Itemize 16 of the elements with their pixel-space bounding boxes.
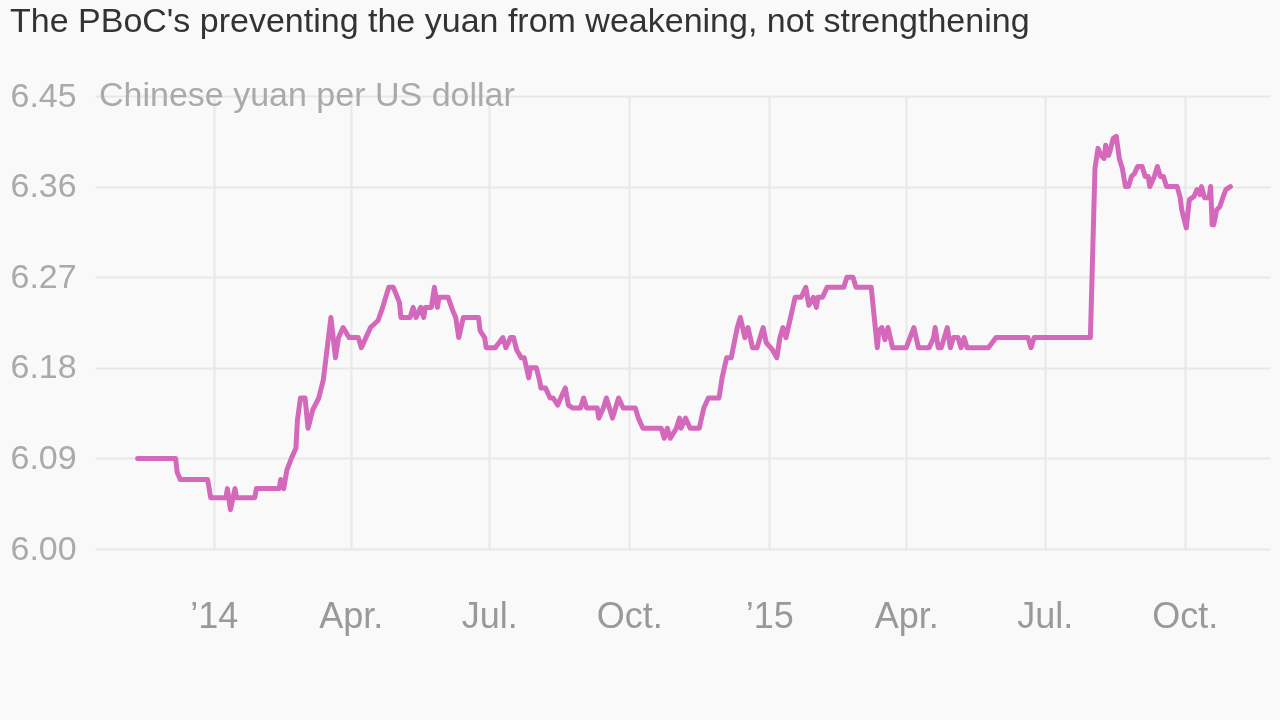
- x-tick-label: Apr.: [874, 594, 939, 636]
- x-tick-label: Oct.: [1152, 594, 1219, 636]
- y-tick-label: 6.18: [10, 347, 77, 386]
- x-tick-label: Oct.: [596, 594, 663, 636]
- y-tick-label: 6.45: [10, 75, 77, 114]
- x-tick-label: ’15: [745, 594, 794, 636]
- x-tick-label: Jul.: [1017, 594, 1074, 636]
- y-tick-label: 6.27: [10, 256, 77, 295]
- x-tick-label: ’14: [190, 594, 239, 636]
- y-axis-title: Chinese yuan per US dollar: [99, 75, 515, 113]
- chart-title: The PBoC's preventing the yuan from weakening, not strengthening: [10, 1, 1030, 39]
- y-tick-label: 6.00: [10, 528, 77, 567]
- x-tick-label: Jul.: [461, 594, 518, 636]
- y-tick-label: 6.09: [10, 437, 77, 476]
- x-tick-label: Apr.: [319, 594, 384, 636]
- y-tick-label: 6.36: [10, 166, 77, 205]
